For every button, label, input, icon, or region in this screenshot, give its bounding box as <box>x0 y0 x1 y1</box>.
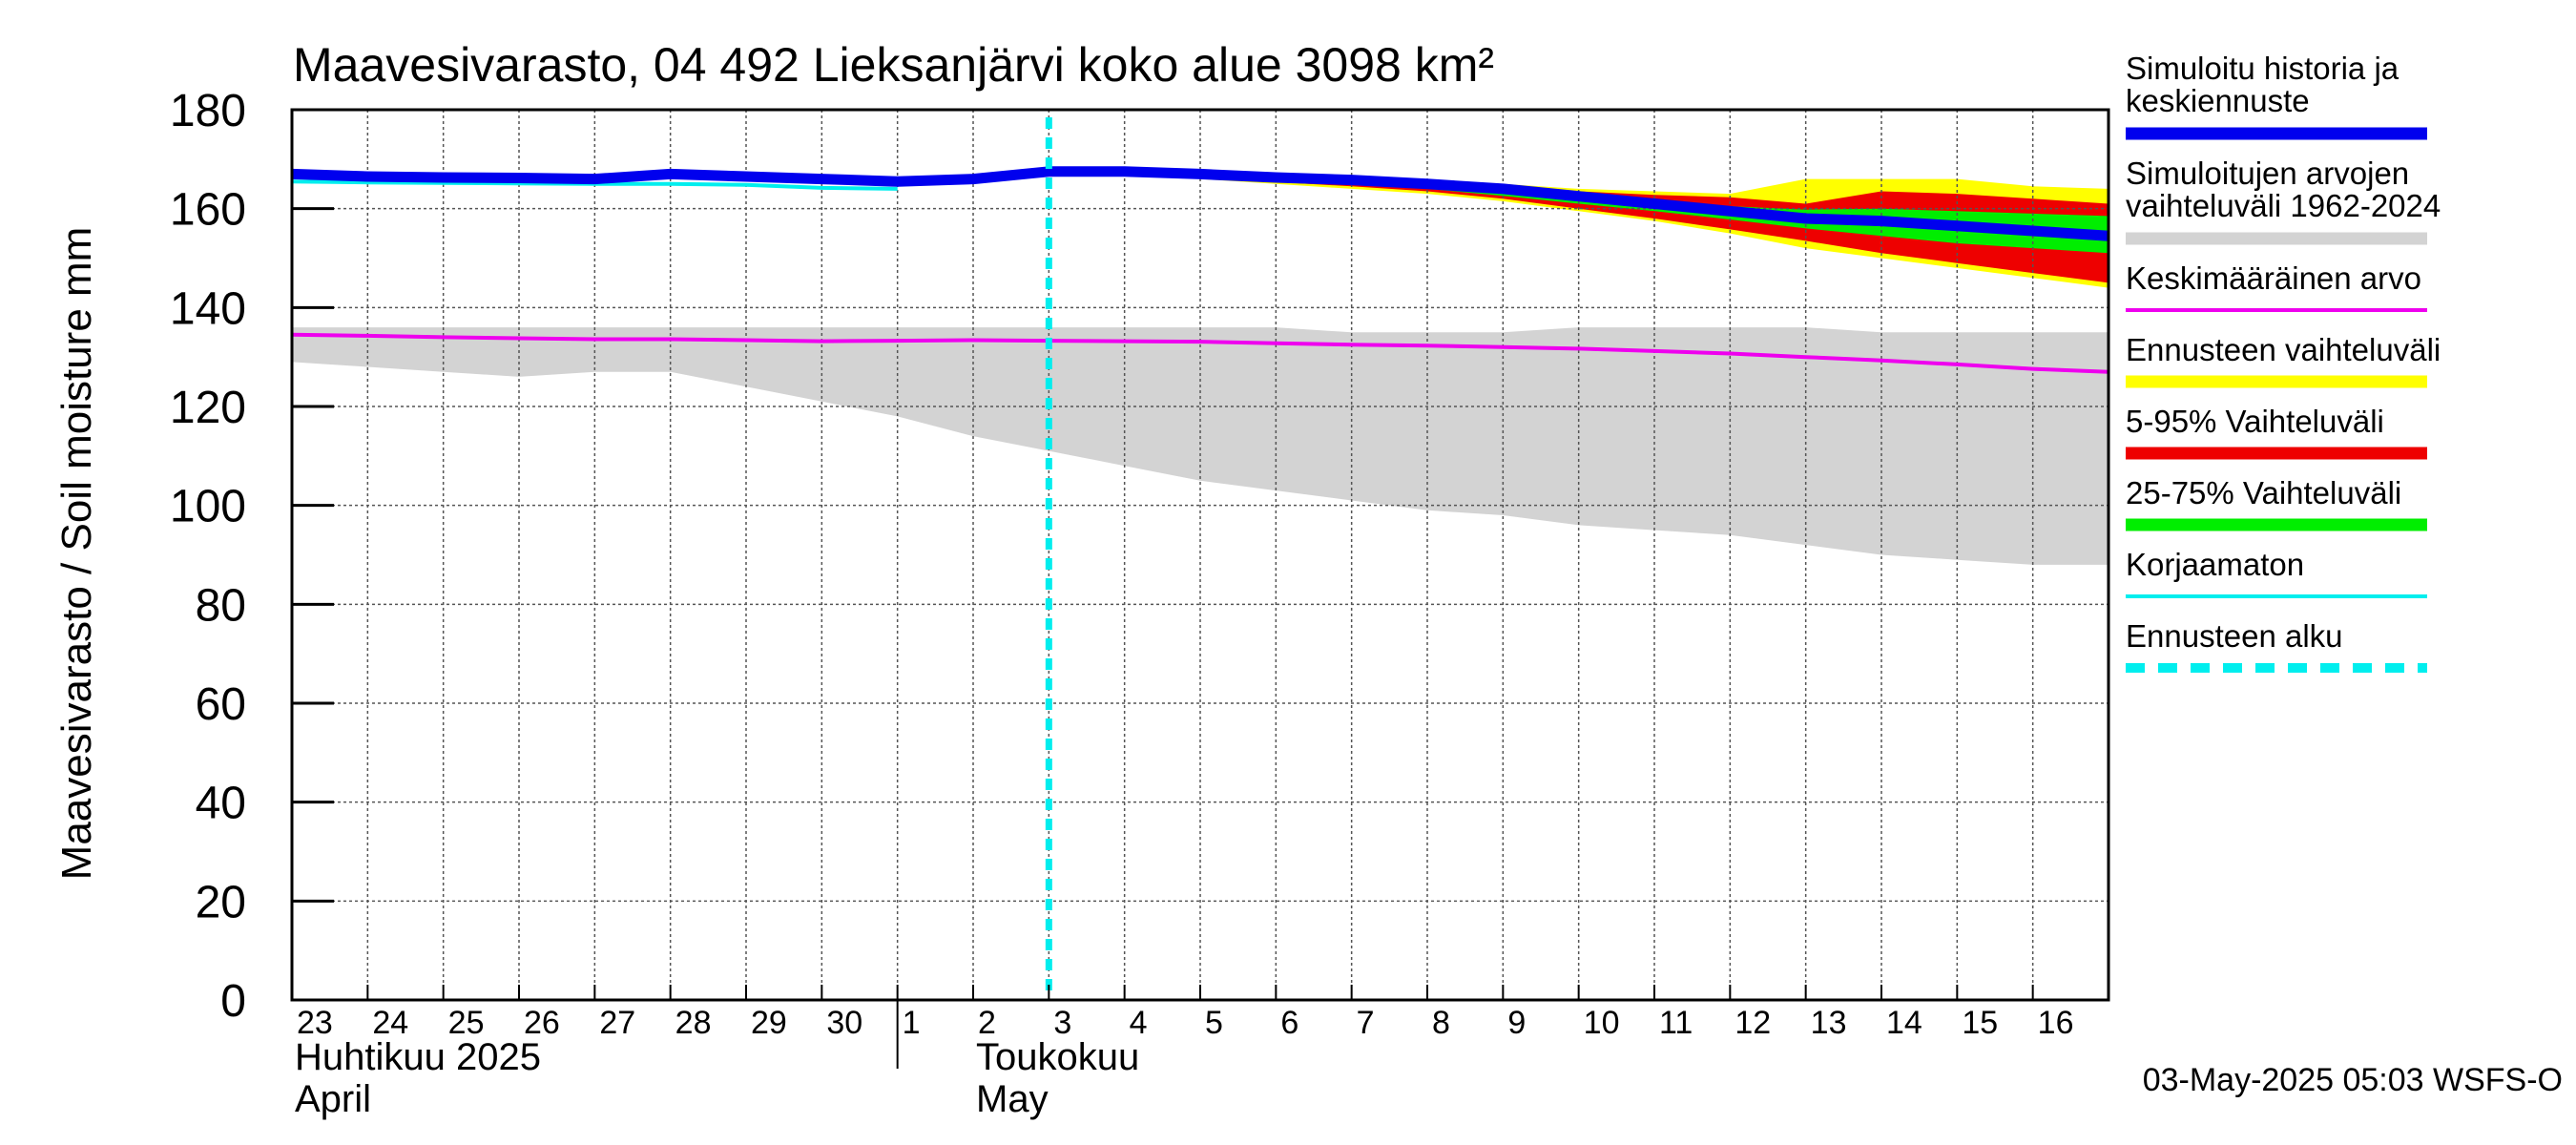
mean-line <box>291 332 2109 374</box>
x-tick-label: 5 <box>1205 1005 1223 1041</box>
legend-label: Ennusteen alku <box>2126 618 2343 654</box>
legend-label: Simuloitu historia ja <box>2126 51 2399 86</box>
legend-label: Ennusteen vaihteluväli <box>2126 332 2441 367</box>
month-label: Toukokuu <box>976 1036 1139 1078</box>
x-tick-label: 7 <box>1357 1005 1375 1041</box>
y-tick-label: 180 <box>170 86 246 136</box>
x-tick-label: 26 <box>524 1005 560 1041</box>
x-tick-label: 1 <box>903 1005 921 1041</box>
month-label-en: May <box>976 1078 1049 1120</box>
p25-75-band <box>1049 170 2109 254</box>
y-tick-label: 160 <box>170 185 246 236</box>
x-tick-label: 11 <box>1659 1005 1693 1041</box>
x-tick-label: 13 <box>1811 1005 1847 1041</box>
legend-label: Korjaamaton <box>2126 547 2304 582</box>
y-tick-label: 80 <box>196 580 246 631</box>
x-tick-label: 9 <box>1507 1005 1526 1041</box>
x-tick-label: 23 <box>297 1005 333 1041</box>
x-tick-label: 6 <box>1280 1005 1298 1041</box>
legend-label: vaihteluväli 1962-2024 <box>2126 188 2441 223</box>
legend-label: Keskimääräinen arvo <box>2126 260 2421 296</box>
history-forecast-line <box>291 166 2109 241</box>
month-label: Huhtikuu 2025 <box>295 1036 541 1078</box>
x-tick-label: 28 <box>675 1005 712 1041</box>
y-tick-label: 100 <box>170 482 246 532</box>
month-label-en: April <box>295 1078 371 1120</box>
timestamp: 03-May-2025 05:03 WSFS-O <box>2143 1062 2563 1098</box>
x-tick-label: 8 <box>1432 1005 1450 1041</box>
grid-layer <box>292 110 2109 1000</box>
x-tick-label: 16 <box>2038 1005 2074 1041</box>
legend-label: Simuloitujen arvojen <box>2126 156 2409 191</box>
x-tick-label: 10 <box>1584 1005 1620 1041</box>
x-tick-label: 2 <box>978 1005 996 1041</box>
x-tick-label: 27 <box>599 1005 635 1041</box>
legend-label: 5-95% Vaihteluväli <box>2126 404 2384 439</box>
legend-label: keskiennuste <box>2126 83 2310 118</box>
y-tick-label: 40 <box>196 779 246 829</box>
chart-title: Maavesivarasto, 04 492 Lieksanjärvi koko… <box>293 38 1494 92</box>
y-axis-label: Maavesivarasto / Soil moisture mm <box>53 227 100 881</box>
x-tick-label: 30 <box>826 1005 862 1041</box>
x-tick-label: 12 <box>1735 1005 1771 1041</box>
x-tick-label: 4 <box>1130 1005 1148 1041</box>
x-tick-label: 24 <box>372 1005 408 1041</box>
y-tick-label: 60 <box>196 679 246 730</box>
x-tick-label: 14 <box>1886 1005 1922 1041</box>
x-tick-label: 29 <box>751 1005 787 1041</box>
legend-label: 25-75% Vaihteluväli <box>2126 475 2401 510</box>
y-tick-label: 20 <box>196 877 246 927</box>
line-layer <box>291 117 2109 1000</box>
y-tick-label: 0 <box>220 976 246 1027</box>
x-tick-label: 3 <box>1053 1005 1071 1041</box>
x-tick-label: 25 <box>448 1005 485 1041</box>
y-tick-label: 140 <box>170 283 246 334</box>
x-tick-label: 15 <box>1962 1005 1998 1041</box>
y-tick-label: 120 <box>170 383 246 433</box>
